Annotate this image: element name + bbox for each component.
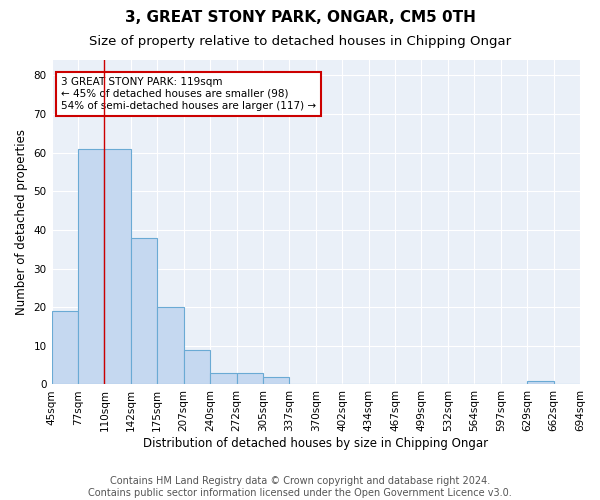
Bar — [184, 350, 210, 384]
Bar — [210, 373, 236, 384]
Bar — [131, 238, 157, 384]
Text: Size of property relative to detached houses in Chipping Ongar: Size of property relative to detached ho… — [89, 35, 511, 48]
Text: 3, GREAT STONY PARK, ONGAR, CM5 0TH: 3, GREAT STONY PARK, ONGAR, CM5 0TH — [125, 10, 475, 25]
Bar — [157, 307, 184, 384]
Bar — [78, 149, 104, 384]
Bar — [527, 380, 554, 384]
X-axis label: Distribution of detached houses by size in Chipping Ongar: Distribution of detached houses by size … — [143, 437, 488, 450]
Y-axis label: Number of detached properties: Number of detached properties — [15, 129, 28, 315]
Bar — [236, 373, 263, 384]
Text: 3 GREAT STONY PARK: 119sqm
← 45% of detached houses are smaller (98)
54% of semi: 3 GREAT STONY PARK: 119sqm ← 45% of deta… — [61, 78, 316, 110]
Bar — [52, 311, 78, 384]
Bar — [263, 376, 289, 384]
Text: Contains HM Land Registry data © Crown copyright and database right 2024.
Contai: Contains HM Land Registry data © Crown c… — [88, 476, 512, 498]
Bar — [104, 149, 131, 384]
